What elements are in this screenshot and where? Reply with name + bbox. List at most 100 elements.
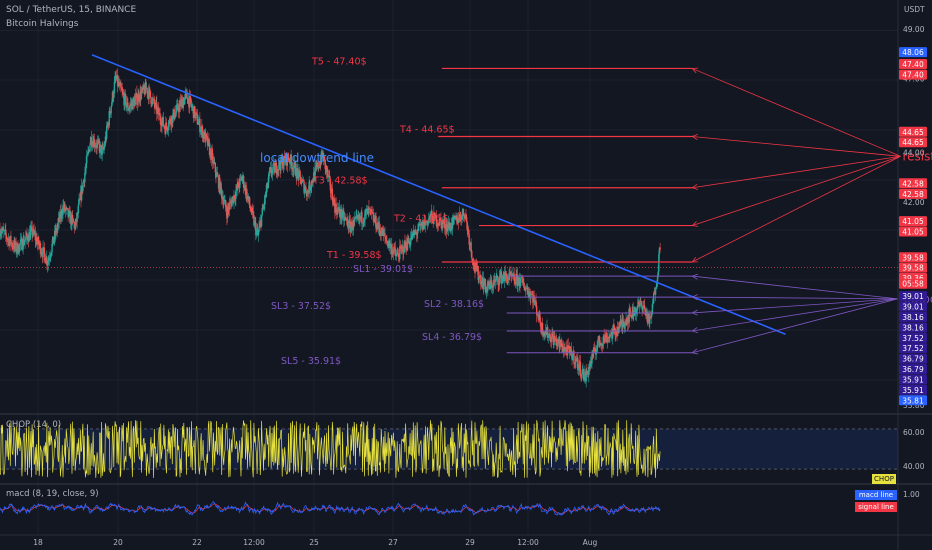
candle-body — [80, 185, 83, 201]
candle-body — [656, 276, 659, 282]
candle-body — [656, 281, 658, 288]
price-tag — [899, 226, 927, 237]
candle-body — [482, 277, 485, 290]
price-tag — [899, 69, 927, 80]
candle-body — [103, 146, 105, 151]
candle-body — [451, 217, 454, 229]
candle-body — [632, 306, 634, 316]
price-tag-label: 47.40 — [902, 71, 924, 80]
candle-body — [26, 232, 28, 237]
candle-body — [402, 246, 404, 255]
candle-body — [44, 262, 47, 264]
candle-body — [594, 351, 596, 354]
candle-body — [252, 211, 254, 215]
candle-body — [230, 201, 232, 203]
candle-body — [200, 128, 202, 131]
candle-body — [399, 246, 401, 260]
candle-body — [348, 219, 350, 229]
candle-body — [405, 241, 407, 250]
candle-body — [618, 322, 621, 329]
candle-body — [659, 247, 661, 250]
candle-body — [628, 308, 630, 323]
candle-body — [72, 218, 74, 223]
candle-body — [440, 218, 442, 222]
candle-body — [548, 333, 550, 337]
candle-body — [607, 336, 610, 338]
candle-body — [39, 243, 42, 255]
indicator-name[interactable]: Bitcoin Halvings — [6, 19, 79, 29]
candle-body — [176, 104, 178, 112]
candle-body — [0, 233, 2, 237]
candle-body — [302, 180, 305, 181]
candle-body — [640, 300, 642, 302]
candle-body — [109, 111, 111, 115]
candle-body — [167, 127, 170, 130]
price-tag-label: 37.52 — [902, 334, 924, 343]
candle-body — [190, 97, 192, 104]
candle-body — [372, 212, 374, 214]
candle-body — [33, 228, 35, 234]
candle-body — [61, 210, 63, 216]
candle-body — [113, 81, 116, 94]
candle-body — [23, 242, 26, 245]
candle-body — [303, 189, 306, 193]
candle-body — [492, 280, 495, 288]
candle-body — [287, 154, 289, 159]
candle-body — [436, 225, 438, 227]
candle-body — [199, 118, 201, 133]
candle-body — [300, 177, 302, 185]
price-tag — [899, 322, 927, 333]
candle-body — [559, 339, 562, 347]
candle-body — [168, 121, 170, 128]
candle-body — [528, 291, 531, 293]
price-tag-label: 36.79 — [902, 365, 924, 374]
candle-body — [639, 300, 641, 307]
candle-body — [605, 333, 607, 336]
candle-body — [233, 195, 235, 203]
candle-body — [3, 230, 6, 232]
candle-body — [10, 235, 12, 245]
candle-body — [453, 216, 456, 220]
candle-body — [524, 289, 526, 291]
macd-legend[interactable]: macd (8, 19, close, 9) — [6, 489, 99, 499]
price-tag-label: 44.65 — [902, 128, 924, 137]
candle-body — [34, 233, 37, 241]
candle-body — [379, 229, 381, 231]
candle-body — [318, 166, 321, 168]
candle-body — [351, 221, 353, 231]
candle-body — [602, 342, 604, 346]
chop-legend[interactable]: CHOP (14, 0) — [6, 420, 62, 430]
candle-body — [433, 212, 436, 214]
candle-body — [580, 374, 583, 376]
candle-body — [287, 158, 290, 161]
candle-body — [413, 231, 416, 236]
candle-body — [490, 280, 492, 283]
candle-body — [21, 249, 24, 251]
currency-label: USDT — [904, 5, 925, 14]
candle-body — [134, 98, 136, 107]
support-arrowhead — [691, 348, 699, 355]
candle-body — [365, 210, 368, 212]
candle-body — [132, 97, 135, 100]
candle-body — [560, 346, 562, 347]
candle-body — [557, 339, 559, 344]
candle-body — [355, 215, 357, 218]
symbol-title[interactable]: SOL / TetherUS, 15, BINANCE — [6, 5, 137, 15]
candle-body — [17, 243, 19, 254]
candle-body — [288, 160, 290, 162]
candle-body — [478, 278, 480, 280]
target-label-t4: T4 - 44.65$ — [399, 124, 455, 135]
candle-body — [483, 284, 485, 290]
candle-body — [278, 161, 281, 167]
candle-body — [531, 293, 533, 295]
support-arrow — [692, 298, 898, 332]
candle-body — [206, 136, 208, 138]
candle-body — [460, 219, 463, 221]
candle-body — [148, 88, 150, 100]
candle-body — [444, 219, 446, 229]
price-tag-label: 48.06 — [902, 48, 924, 57]
candle-body — [151, 98, 154, 105]
candle-body — [105, 125, 108, 139]
